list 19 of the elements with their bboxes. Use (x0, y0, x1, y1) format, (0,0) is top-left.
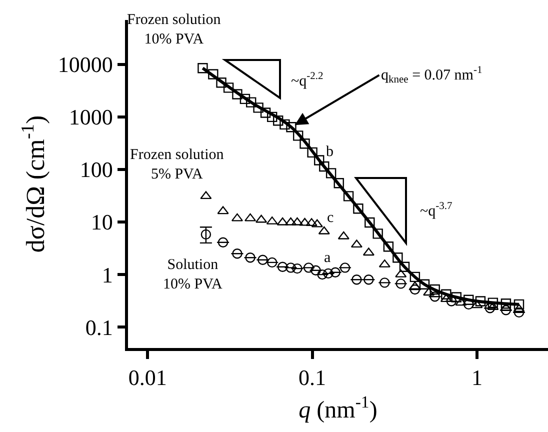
x-tick-label: 0.01 (128, 365, 167, 390)
annotation: Frozen solution 10% PVA (127, 12, 222, 48)
annotation: b (326, 144, 334, 160)
annotation: c (327, 210, 334, 226)
y-tick-label: 1 (102, 262, 113, 288)
annotation: Solution 10% PVA (163, 257, 222, 292)
annotation: ~q$^{-3.7}$ (420, 201, 452, 220)
x-axis-title: q (nm$^{-1}$) (298, 392, 378, 424)
y-tick-label: 10000 (58, 52, 113, 78)
x-tick-label: 0.1 (298, 365, 326, 390)
y-tick-label: 0.1 (85, 314, 113, 340)
annotation: Frozen solution 5% PVA (130, 147, 224, 182)
annotation: a (324, 250, 331, 266)
y-tick-label: 100 (80, 157, 113, 182)
annotation: q$_{knee}$ = 0.07 nm$^{-1}$ (381, 65, 482, 86)
x-tick-label: 1 (471, 365, 482, 390)
y-tick-label: 10 (90, 210, 113, 235)
annotation: ~q$^{-2.2}$ (291, 71, 324, 90)
y-tick-label: 1000 (68, 104, 113, 130)
